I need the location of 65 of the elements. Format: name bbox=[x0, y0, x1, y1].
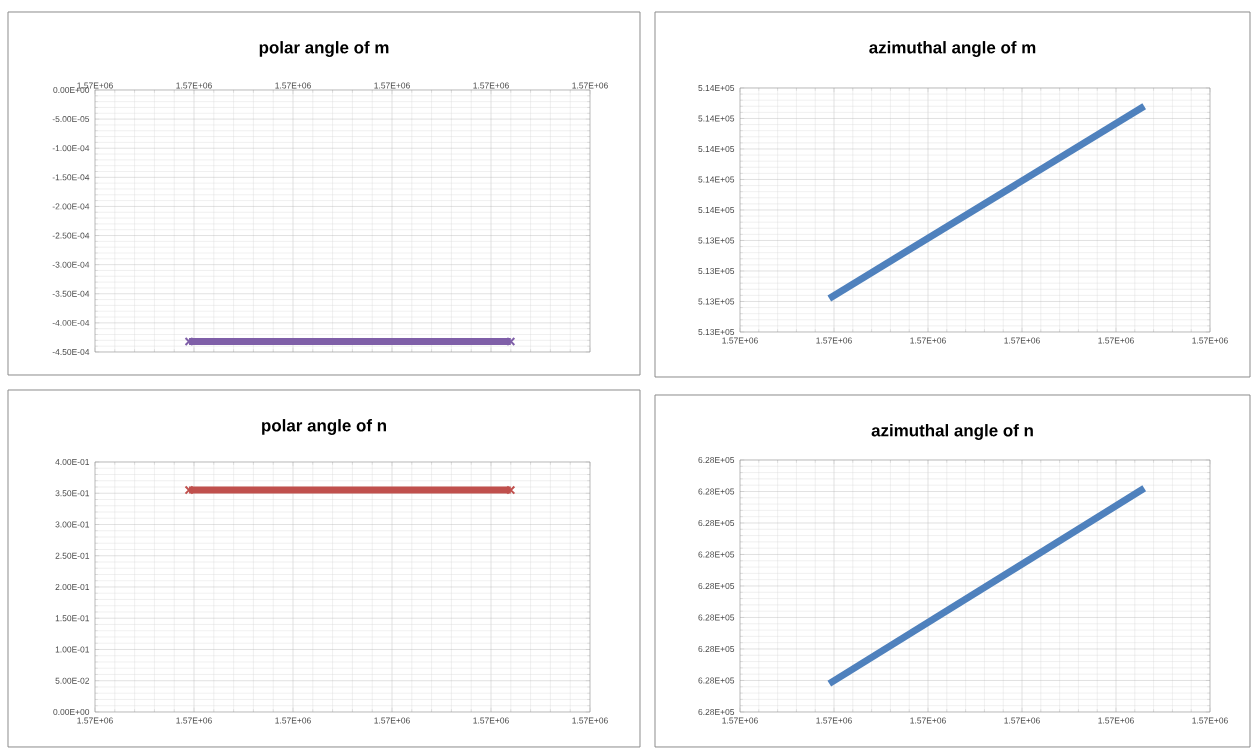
x-tick-label: 1.57E+06 bbox=[176, 717, 212, 724]
x-tick-label: 1.57E+06 bbox=[275, 717, 311, 724]
x-tick-label: 1.57E+06 bbox=[1004, 337, 1040, 344]
y-tick-label: 5.14E+05 bbox=[698, 84, 735, 91]
x-tick-label: 1.57E+06 bbox=[1192, 717, 1228, 724]
y-tick-label: 5.14E+05 bbox=[698, 115, 735, 122]
y-tick-label: 5.14E+05 bbox=[698, 145, 735, 152]
x-tick-label: 1.57E+06 bbox=[374, 82, 410, 89]
chart-title: polar angle of n bbox=[262, 419, 386, 435]
chart-title: azimuthal angle of n bbox=[871, 424, 1033, 440]
x-tick-label: 1.57E+06 bbox=[1098, 337, 1134, 344]
y-tick-label: 6.28E+05 bbox=[698, 551, 735, 558]
x-tick-label: 1.57E+06 bbox=[722, 717, 758, 724]
chart-title: azimuthal angle of m bbox=[869, 41, 1036, 57]
y-tick-label: 3.50E-01 bbox=[55, 490, 90, 497]
y-tick-label: 5.00E-02 bbox=[55, 677, 90, 684]
y-tick-label: 5.14E+05 bbox=[698, 176, 735, 183]
y-tick-label: 1.50E-01 bbox=[55, 615, 90, 622]
x-tick-label: 1.57E+06 bbox=[1004, 717, 1040, 724]
x-tick-label: 1.57E+06 bbox=[1192, 337, 1228, 344]
y-tick-label: 6.28E+05 bbox=[698, 519, 735, 526]
y-tick-label: 2.50E-01 bbox=[55, 552, 90, 559]
x-tick-label: 1.57E+06 bbox=[473, 82, 509, 89]
y-tick-label: -4.00E-04 bbox=[52, 319, 90, 326]
y-tick-label: 6.28E+05 bbox=[698, 582, 735, 589]
y-tick-label: 5.13E+05 bbox=[698, 298, 735, 305]
y-tick-label: -3.50E-04 bbox=[52, 290, 90, 297]
x-tick-label: 1.57E+06 bbox=[816, 337, 852, 344]
y-tick-label: 6.28E+05 bbox=[698, 488, 735, 495]
x-tick-label: 1.57E+06 bbox=[275, 82, 311, 89]
y-tick-label: 6.28E+05 bbox=[698, 708, 735, 715]
y-tick-label: 0.00E+00 bbox=[53, 708, 90, 715]
x-tick-label: 1.57E+06 bbox=[176, 82, 212, 89]
y-tick-label: 5.13E+05 bbox=[698, 267, 735, 274]
y-tick-label: -1.00E-04 bbox=[52, 145, 90, 152]
y-tick-label: 6.28E+05 bbox=[698, 456, 735, 463]
x-tick-label: 1.57E+06 bbox=[77, 717, 113, 724]
x-tick-label: 1.57E+06 bbox=[1098, 717, 1134, 724]
y-tick-label: 4.00E-01 bbox=[55, 459, 90, 465]
y-tick-label: 5.13E+05 bbox=[698, 237, 735, 244]
chart-title: polar angle of m bbox=[259, 41, 389, 57]
y-tick-label: 5.14E+05 bbox=[698, 206, 735, 213]
x-tick-label: 1.57E+06 bbox=[77, 82, 113, 89]
y-tick-label: -3.00E-04 bbox=[52, 261, 90, 268]
x-tick-label: 1.57E+06 bbox=[473, 717, 509, 724]
y-tick-label: -4.50E-04 bbox=[52, 348, 90, 355]
y-tick-label: 5.13E+05 bbox=[698, 328, 735, 335]
y-tick-label: 0.00E+00 bbox=[53, 86, 90, 93]
x-tick-label: 1.57E+06 bbox=[722, 337, 758, 344]
y-tick-label: 6.28E+05 bbox=[698, 677, 735, 684]
y-tick-label: -1.50E-04 bbox=[52, 174, 90, 181]
x-tick-label: 1.57E+06 bbox=[572, 717, 608, 724]
y-tick-label: 2.00E-01 bbox=[55, 583, 90, 590]
x-tick-label: 1.57E+06 bbox=[572, 82, 608, 89]
x-tick-label: 1.57E+06 bbox=[816, 717, 852, 724]
x-tick-label: 1.57E+06 bbox=[910, 717, 946, 724]
y-tick-label: -2.50E-04 bbox=[52, 232, 90, 239]
x-tick-label: 1.57E+06 bbox=[910, 337, 946, 344]
x-tick-label: 1.57E+06 bbox=[374, 717, 410, 724]
y-tick-label: 3.00E-01 bbox=[55, 521, 90, 528]
y-tick-label: 6.28E+05 bbox=[698, 614, 735, 621]
y-tick-label: -2.00E-04 bbox=[52, 203, 90, 210]
y-tick-label: 1.00E-01 bbox=[55, 646, 90, 653]
y-tick-label: 6.28E+05 bbox=[698, 645, 735, 652]
y-tick-label: -5.00E-05 bbox=[52, 116, 90, 123]
